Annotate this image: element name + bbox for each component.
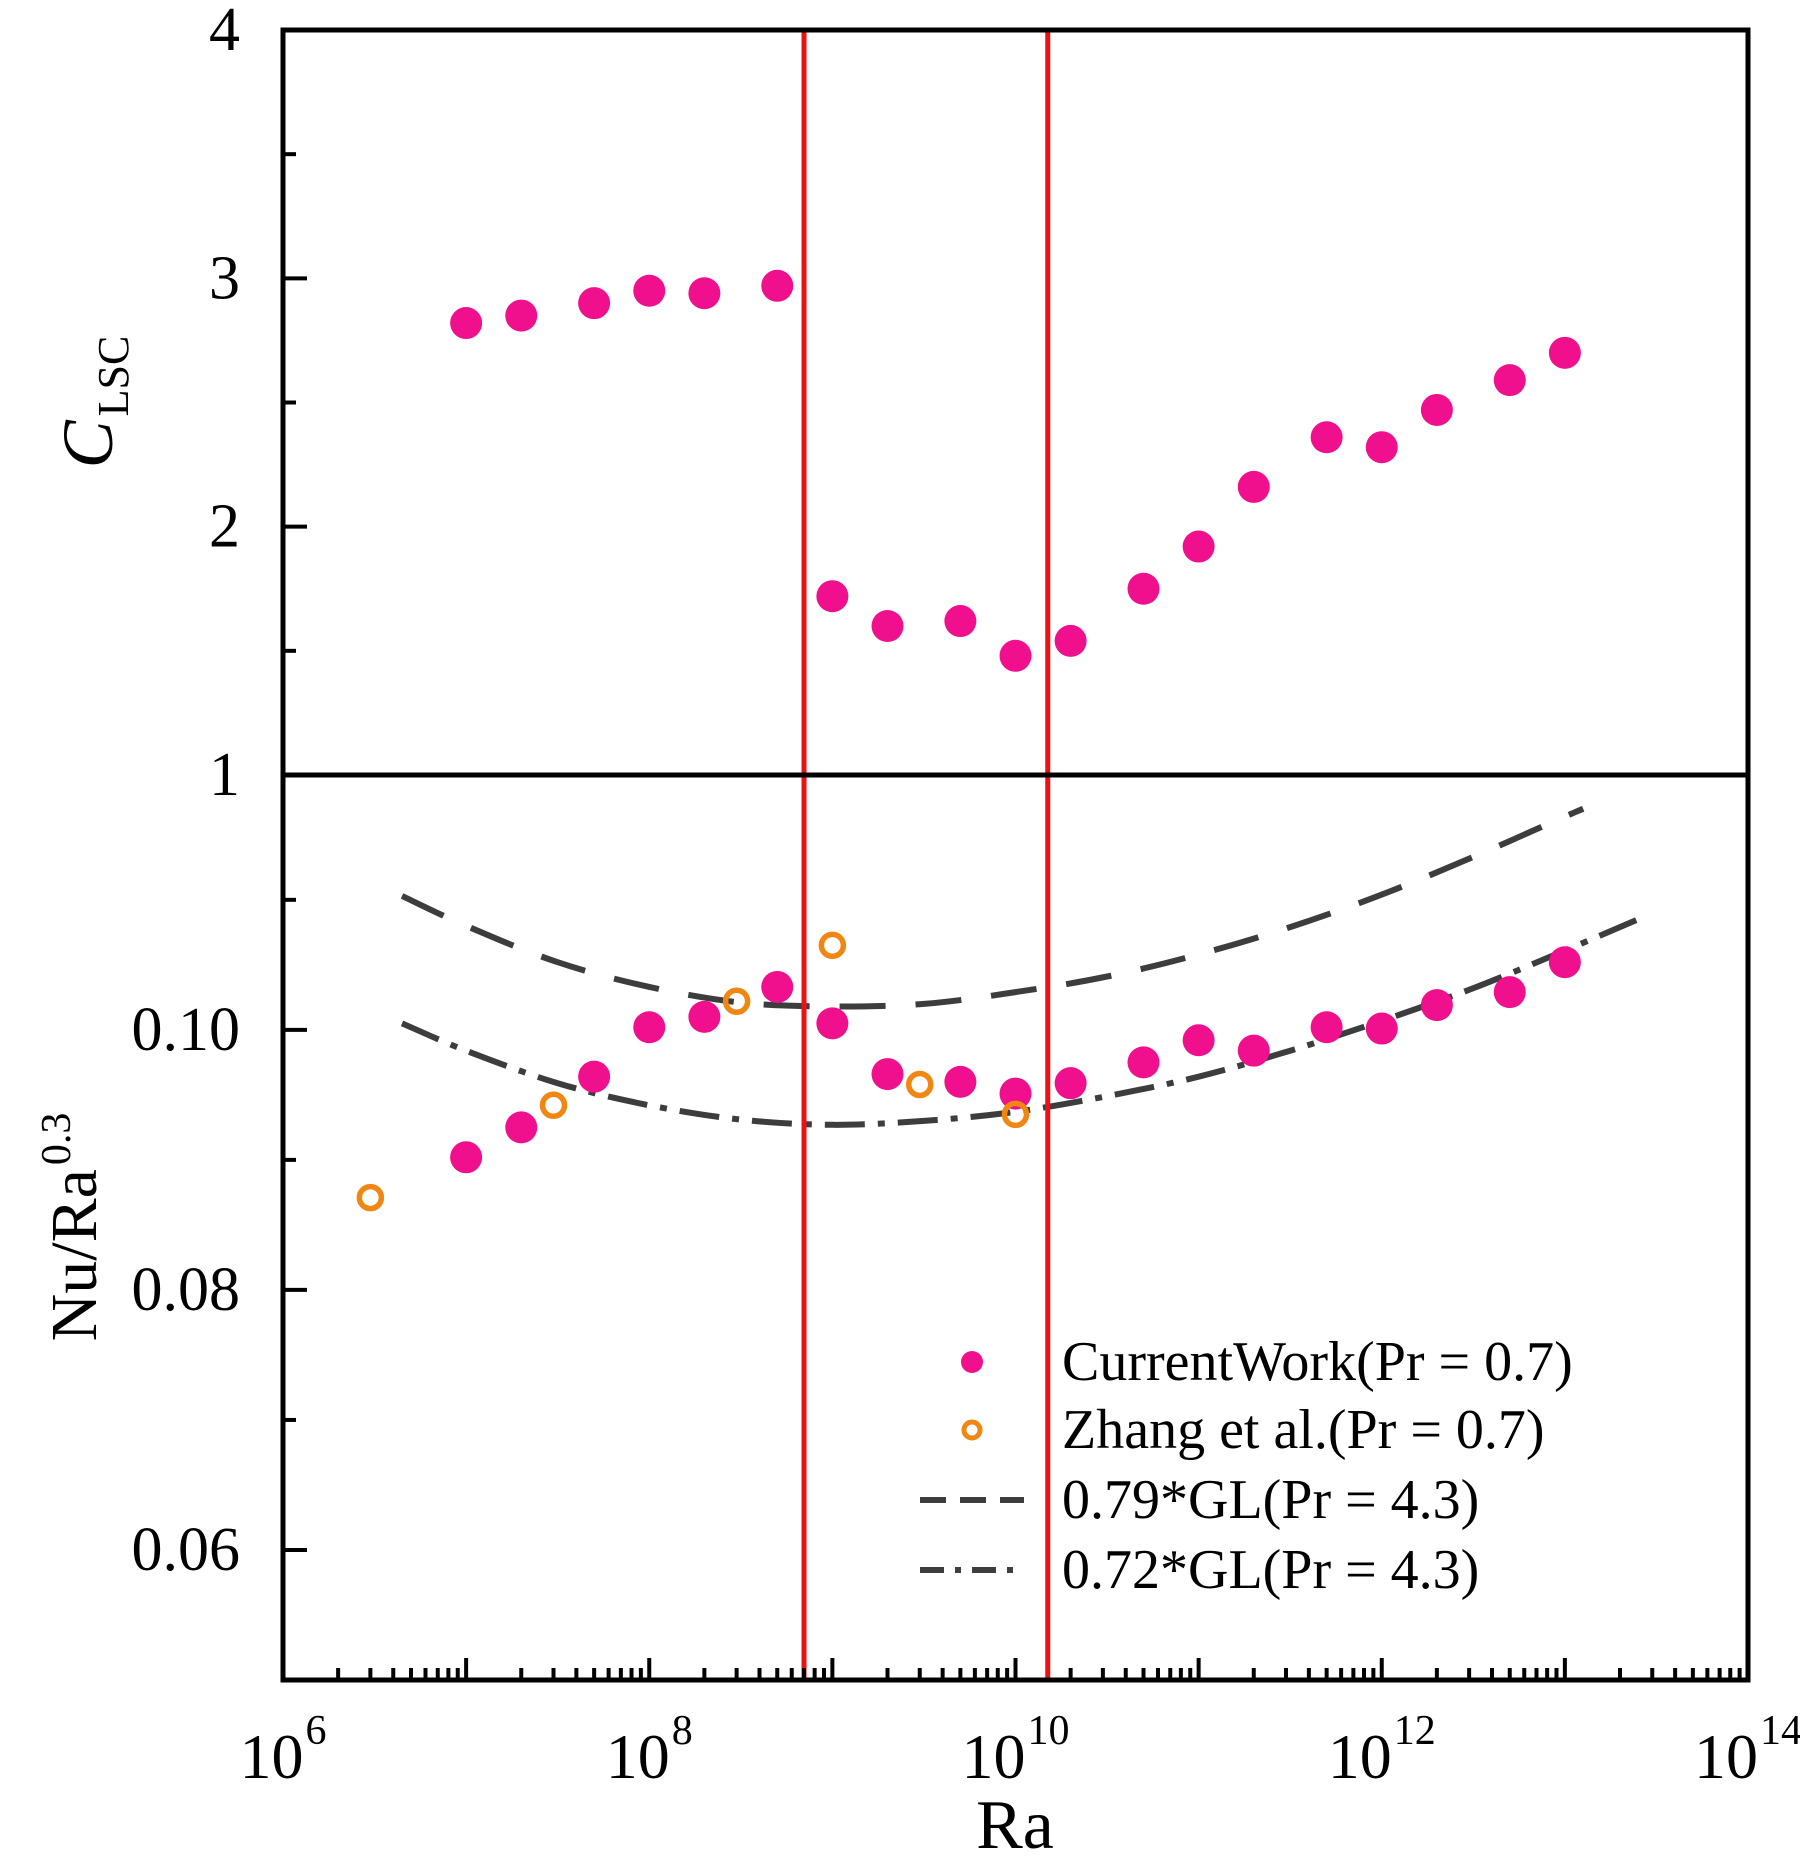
data-point-clsc-current-work — [944, 605, 977, 638]
bottom-y-tick-label: 0.10 — [132, 996, 241, 1064]
data-point-nu-current-work — [816, 1007, 849, 1040]
top-y-tick-label: 3 — [209, 244, 240, 312]
x-axis-label: Ra — [976, 1787, 1054, 1862]
bottom-y-tick-label: 0.08 — [132, 1256, 241, 1324]
data-point-nu-current-work — [1127, 1046, 1160, 1079]
data-point-clsc-current-work — [1493, 364, 1526, 397]
data-point-nu-current-work — [505, 1111, 538, 1144]
data-point-clsc-current-work — [761, 269, 794, 302]
data-point-clsc-current-work — [1054, 624, 1087, 657]
data-point-clsc-current-work — [1182, 530, 1215, 563]
legend-label-current-work: CurrentWork(Pr = 0.7) — [1062, 1331, 1573, 1393]
data-point-clsc-current-work — [1127, 572, 1160, 605]
top-y-tick-label: 2 — [209, 493, 240, 561]
data-point-nu-current-work — [761, 970, 794, 1003]
data-point-nu-zhang — [356, 1183, 385, 1212]
data-point-clsc-current-work — [1310, 421, 1343, 454]
data-point-nu-zhang — [539, 1091, 568, 1120]
legend-marker-open-circle — [961, 1419, 983, 1441]
data-point-nu-current-work — [1310, 1011, 1343, 1044]
legend-markers — [920, 1351, 1024, 1573]
data-point-nu-zhang — [1001, 1100, 1030, 1129]
data-point-nu-current-work — [1365, 1012, 1398, 1045]
bottom-y-axis-label: Nu/Ra0.3 — [34, 1113, 111, 1342]
data-point-nu-current-work — [944, 1065, 977, 1098]
legend-marker-filled-circle — [961, 1351, 983, 1373]
top-y-tick-label: 4 — [209, 0, 240, 64]
data-point-nu-current-work — [1493, 976, 1526, 1009]
curve-gl-079 — [400, 806, 1585, 1010]
tick-labels-layer: 106 108 1010 1012 1014 1 2 3 4 0.06 0.08 0.10 — [132, 0, 1800, 1792]
top-y-axis-label-subscript: LSC — [89, 336, 138, 417]
bottom-panel-frame — [280, 772, 1751, 1683]
scatter-points-layer — [356, 269, 1581, 1212]
data-point-nu-zhang — [722, 987, 751, 1015]
data-point-nu-current-work — [1054, 1067, 1087, 1100]
legend-label-zhang: Zhang et al.(Pr = 0.7) — [1062, 1399, 1545, 1461]
x-tick-label: 106 — [240, 1708, 327, 1792]
data-point-nu-current-work — [578, 1060, 611, 1093]
top-y-axis-label: CLSC — [48, 336, 138, 469]
data-point-nu-current-work — [999, 1077, 1032, 1110]
data-point-clsc-current-work — [1420, 393, 1453, 426]
data-point-clsc-current-work — [999, 639, 1032, 672]
legend: CurrentWork(Pr = 0.7) Zhang et al.(Pr = … — [920, 1331, 1573, 1601]
data-point-nu-current-work — [1548, 946, 1581, 979]
data-point-clsc-current-work — [1365, 431, 1398, 464]
data-point-nu-zhang — [905, 1070, 934, 1099]
top-y-axis-label-main: C — [48, 419, 128, 468]
data-point-nu-current-work — [1237, 1034, 1270, 1067]
bottom-y-tick-label: 0.06 — [132, 1516, 241, 1584]
data-point-clsc-current-work — [1237, 470, 1270, 503]
bottom-y-axis-label-main: Nu/Ra — [38, 1169, 111, 1341]
bottom-y-axis-label-superscript: 0.3 — [34, 1113, 80, 1166]
x-tick-label: 1010 — [962, 1708, 1070, 1792]
data-point-clsc-current-work — [816, 580, 849, 613]
x-tick-label: 108 — [606, 1708, 693, 1792]
data-point-nu-current-work — [688, 1000, 721, 1033]
data-point-nu-current-work — [633, 1011, 666, 1044]
x-tick-label: 1014 — [1694, 1708, 1800, 1792]
legend-label-gl072: 0.72*GL(Pr = 4.3) — [1062, 1539, 1479, 1601]
data-point-clsc-current-work — [450, 307, 483, 340]
data-point-clsc-current-work — [633, 274, 666, 307]
data-point-clsc-current-work — [578, 287, 611, 320]
top-y-tick-label: 1 — [209, 741, 240, 809]
data-point-clsc-current-work — [871, 610, 904, 642]
data-point-nu-current-work — [1420, 989, 1453, 1022]
legend-label-gl079: 0.79*GL(Pr = 4.3) — [1062, 1469, 1479, 1531]
data-point-clsc-current-work — [505, 299, 538, 332]
data-point-clsc-current-work — [1548, 336, 1581, 369]
data-point-clsc-current-work — [688, 277, 721, 310]
data-point-nu-zhang — [818, 931, 847, 960]
x-tick-label: 1012 — [1328, 1708, 1436, 1792]
red-guide-lines-layer — [801, 30, 1051, 1680]
data-point-nu-current-work — [1182, 1024, 1215, 1057]
data-point-nu-current-work — [871, 1058, 904, 1091]
data-point-nu-current-work — [450, 1141, 483, 1174]
